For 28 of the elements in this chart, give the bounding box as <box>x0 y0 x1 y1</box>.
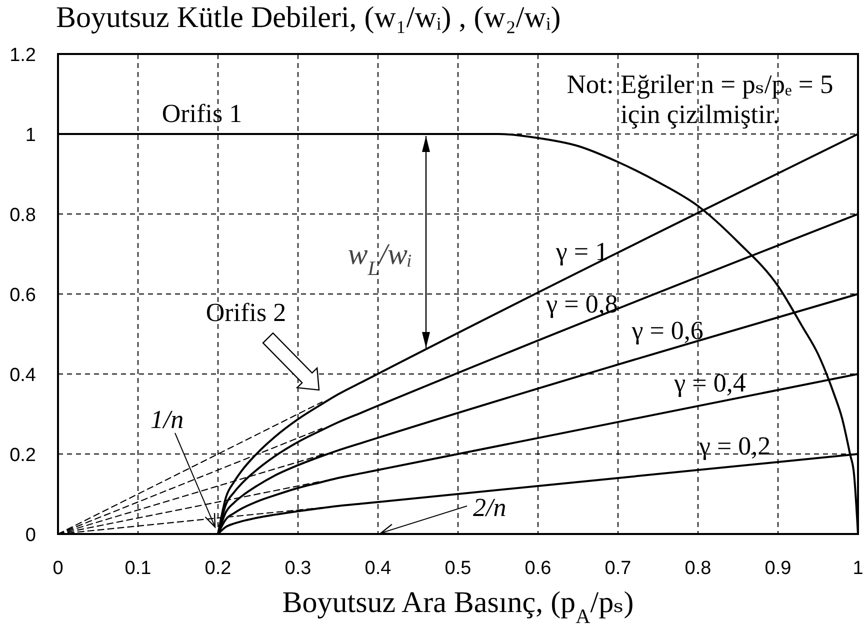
x-tick-label: 0.5 <box>444 558 472 579</box>
y-tick-label: 0 <box>25 525 36 546</box>
y-tick-label: 1.2 <box>10 45 36 66</box>
series-label: γ = 0,4 <box>673 368 746 398</box>
series-label: Orifis 1 <box>162 99 242 128</box>
y-tick-label: 0.8 <box>10 205 36 226</box>
y-tick-label: 0.2 <box>10 445 36 466</box>
x-tick-label: 0.8 <box>684 558 712 579</box>
y-axis-title: Boyutsuz Kütle Debileri, (w₁/wᵢ) , (w₂/wᵢ) <box>56 1 561 34</box>
x-axis-title: Boyutsuz Ara Basınç, (p$_{A}$/pₛ) <box>282 586 634 627</box>
y-tick-label: 0.4 <box>10 365 36 386</box>
x-tick-label: 0.1 <box>124 558 152 579</box>
annotation: 1/n <box>150 405 184 434</box>
x-tick-label: 0.2 <box>204 558 232 579</box>
x-tick-label: 0.9 <box>764 558 792 579</box>
series-label: γ = 0,6 <box>630 316 704 346</box>
annotation: 2/n <box>473 493 506 522</box>
x-tick-label: 1 <box>852 558 864 579</box>
annotation: Not: Eğriler n = pₛ/pₑ = 5 için çizilmiştir. <box>566 69 834 129</box>
annotation: w$_{L}$/wᵢ <box>348 238 412 280</box>
x-tick-label: 0.7 <box>604 558 632 579</box>
y-tick-label: 0.6 <box>10 285 36 306</box>
y-tick-label: 1 <box>25 125 36 146</box>
x-tick-label: 0.4 <box>364 558 392 579</box>
annotation: Orifis 2 <box>206 298 286 327</box>
x-tick-label: 0 <box>52 558 64 579</box>
x-tick-label: 0.6 <box>524 558 552 579</box>
x-tick-label: 0.3 <box>284 558 312 579</box>
